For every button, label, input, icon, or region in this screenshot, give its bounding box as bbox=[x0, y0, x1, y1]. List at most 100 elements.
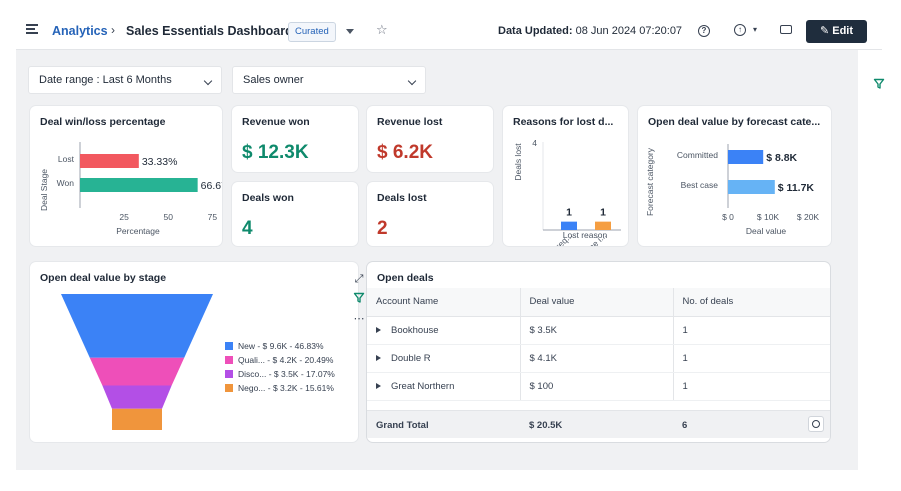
card-filter-icon[interactable] bbox=[352, 292, 366, 306]
date-range-label: Date range : Last 6 Months bbox=[39, 74, 172, 86]
table-row[interactable]: Great Northern $ 100 1 bbox=[367, 372, 830, 401]
forecast-value-label: $ 11.7K bbox=[778, 182, 815, 194]
top-header: Analytics › Sales Essentials Dashboard C… bbox=[16, 12, 882, 50]
forecast-value-label: $ 8.8K bbox=[766, 152, 797, 164]
breadcrumb-analytics[interactable]: Analytics bbox=[52, 24, 108, 38]
grand-total-count: 6 bbox=[682, 420, 688, 431]
reasons-xlabel: Lost reason bbox=[563, 230, 608, 240]
filter-icon[interactable] bbox=[873, 78, 885, 90]
deal-value-cell: $ 100 bbox=[520, 372, 674, 401]
reasons-title: Reasons for lost d... bbox=[513, 116, 614, 128]
winloss-xtick: 50 bbox=[164, 212, 174, 222]
forecast-chart: Forecast category Deal value Committed $ … bbox=[645, 144, 819, 236]
legend-item[interactable]: Nego... - $ 3.2K - 15.61% bbox=[225, 382, 335, 396]
legend-item[interactable]: New - $ 9.6K - 46.83% bbox=[225, 340, 335, 354]
export-icon[interactable]: ↑ bbox=[734, 24, 746, 36]
column-header-no-of-deals[interactable]: No. of deals bbox=[673, 288, 830, 317]
expand-icon[interactable]: ⤢ bbox=[354, 273, 364, 285]
forecast-ylabel: Forecast category bbox=[645, 147, 655, 216]
chevron-down-icon bbox=[203, 76, 213, 86]
winloss-value-label: 66.67% bbox=[201, 180, 222, 192]
deal-value-cell: $ 4.1K bbox=[520, 344, 674, 373]
deal-count-cell: 1 bbox=[673, 372, 830, 401]
favorite-star-icon[interactable]: ☆ bbox=[376, 22, 388, 37]
winloss-bar-won bbox=[80, 178, 198, 192]
page-title: Sales Essentials Dashboard bbox=[126, 24, 293, 38]
legend-swatch bbox=[225, 342, 233, 350]
grand-total-label: Grand Total bbox=[376, 420, 429, 431]
winloss-xtick: 75 bbox=[208, 212, 218, 222]
deal-count-cell: 1 bbox=[673, 344, 830, 373]
revenue-won-title: Revenue won bbox=[242, 116, 310, 128]
sales-owner-filter[interactable]: Sales owner bbox=[232, 66, 426, 94]
right-sidebar bbox=[858, 50, 882, 470]
expand-row-icon[interactable] bbox=[376, 326, 381, 333]
forecast-card[interactable]: Open deal value by forecast cate... Fore… bbox=[638, 106, 831, 246]
legend-swatch bbox=[225, 370, 233, 378]
reasons-value-label: 1 bbox=[566, 207, 572, 219]
revenue-lost-card[interactable]: Revenue lost $ 6.2K bbox=[367, 106, 493, 172]
forecast-title: Open deal value by forecast cate... bbox=[648, 116, 821, 128]
help-icon[interactable]: ? bbox=[698, 25, 710, 37]
sales-owner-label: Sales owner bbox=[243, 74, 304, 86]
menu-icon[interactable] bbox=[26, 24, 38, 34]
deal-count-cell: 1 bbox=[673, 316, 830, 345]
table-row[interactable]: Double R $ 4.1K 1 bbox=[367, 344, 830, 373]
stage-title: Open deal value by stage bbox=[40, 272, 167, 284]
forecast-xtick: $ 0 bbox=[722, 212, 734, 222]
reasons-ytick: 4 bbox=[532, 138, 537, 148]
revenue-lost-title: Revenue lost bbox=[377, 116, 443, 128]
open-deals-card[interactable]: Open deals Account Name Deal value No. o… bbox=[367, 262, 830, 442]
deals-won-card[interactable]: Deals won 4 bbox=[232, 182, 358, 246]
column-header-account[interactable]: Account Name bbox=[367, 288, 521, 317]
export-chevron-down-icon[interactable]: ▾ bbox=[753, 25, 758, 34]
legend-label: Disco... - $ 3.5K - 17.07% bbox=[238, 369, 335, 379]
winloss-ylabel: Deal Stage bbox=[39, 169, 49, 211]
winloss-xtick: 25 bbox=[119, 212, 129, 222]
stage-card[interactable]: Open deal value by stage New - $ 9.6K - … bbox=[30, 262, 358, 442]
reasons-value-label: 1 bbox=[600, 207, 606, 219]
date-range-filter[interactable]: Date range : Last 6 Months bbox=[28, 66, 222, 94]
legend-item[interactable]: Disco... - $ 3.5K - 17.07% bbox=[225, 368, 335, 382]
forecast-xtick: $ 10K bbox=[757, 212, 780, 222]
grand-total-row: Grand Total $ 20.5K 6 bbox=[367, 410, 830, 438]
open-deals-title: Open deals bbox=[377, 272, 434, 284]
edit-button[interactable]: ✎ Edit bbox=[806, 20, 867, 43]
expand-row-icon[interactable] bbox=[376, 382, 381, 389]
winloss-title: Deal win/loss percentage bbox=[40, 116, 166, 128]
pencil-icon: ✎ bbox=[819, 25, 830, 37]
account-cell: Great Northern bbox=[367, 372, 521, 401]
revenue-won-card[interactable]: Revenue won $ 12.3K bbox=[232, 106, 358, 172]
more-options-icon[interactable]: ⋯ bbox=[353, 313, 365, 325]
forecast-xlabel: Deal value bbox=[746, 226, 786, 236]
data-updated: Data Updated: 08 Jun 2024 07:20:07 bbox=[498, 25, 682, 37]
expand-row-icon[interactable] bbox=[376, 354, 381, 361]
forecast-bar bbox=[728, 180, 775, 194]
card-tools: ⤢ ⋯ bbox=[352, 272, 372, 332]
column-header-deal-value[interactable]: Deal value bbox=[520, 288, 674, 317]
legend-label: New - $ 9.6K - 46.83% bbox=[238, 341, 324, 351]
dashboard-canvas: Date range : Last 6 Months Sales owner D… bbox=[24, 58, 851, 460]
funnel-segment-4 bbox=[112, 408, 162, 430]
winloss-card[interactable]: Deal win/loss percentage Deal Stage Perc… bbox=[30, 106, 222, 246]
deals-lost-value: 2 bbox=[377, 218, 388, 239]
present-monitor-icon[interactable] bbox=[780, 25, 792, 34]
account-cell: Bookhouse bbox=[367, 316, 521, 345]
open-deals-table: Account Name Deal value No. of deals Boo… bbox=[367, 288, 830, 401]
deal-value-cell: $ 3.5K bbox=[520, 316, 674, 345]
reasons-chart: Deals lost 4 Lost reason 1No req...1Pric… bbox=[513, 138, 621, 246]
legend-label: Quali... - $ 4.2K - 20.49% bbox=[238, 355, 334, 365]
deals-lost-card[interactable]: Deals lost 2 bbox=[367, 182, 493, 246]
reasons-bar bbox=[561, 221, 577, 230]
legend-item[interactable]: Quali... - $ 4.2K - 20.49% bbox=[225, 354, 335, 368]
account-cell: Double R bbox=[367, 344, 521, 373]
curated-badge: Curated bbox=[288, 22, 336, 42]
funnel-segment-2 bbox=[89, 357, 185, 386]
table-row[interactable]: Bookhouse $ 3.5K 1 bbox=[367, 316, 830, 345]
dashboard-dropdown-icon[interactable] bbox=[346, 29, 354, 34]
funnel-segment-3 bbox=[102, 385, 172, 409]
info-icon[interactable] bbox=[808, 416, 824, 432]
legend-swatch bbox=[225, 356, 233, 364]
deals-lost-title: Deals lost bbox=[377, 192, 427, 204]
reasons-card[interactable]: Reasons for lost d... Deals lost 4 Lost … bbox=[503, 106, 628, 246]
